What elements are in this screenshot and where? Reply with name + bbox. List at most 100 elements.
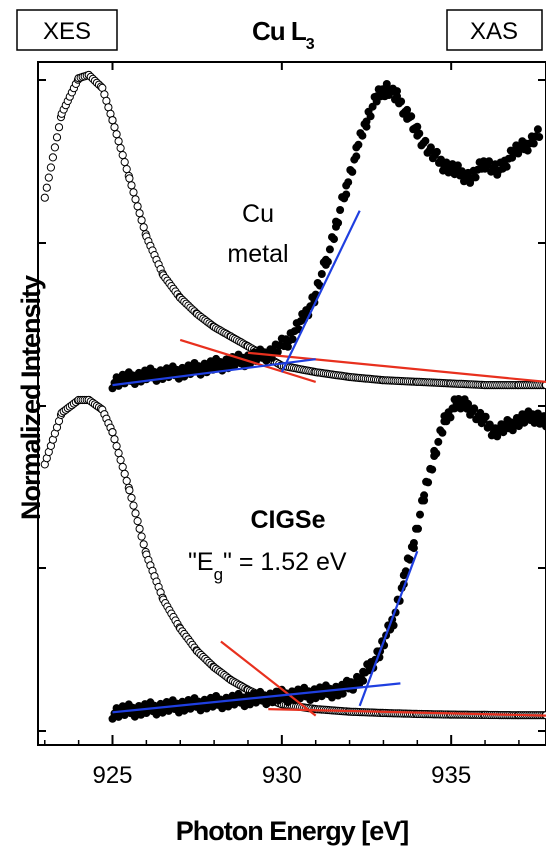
xes-point [133,517,142,526]
xes-point [137,216,146,225]
xas-point [401,567,410,576]
x-axis-label: Photon Energy [eV] [176,816,409,846]
xes-point [110,123,119,132]
xes-point [44,173,53,182]
xas-point [403,105,412,114]
xas-point [325,245,334,254]
xas-point [421,136,430,145]
panel-1 [40,70,546,393]
xes-point [114,137,123,146]
annotation-cigse: CIGSe [250,506,325,534]
xas-point [434,437,443,446]
xes-point [118,462,127,472]
xas-point [414,524,422,533]
annotation-eg-subscript: g [214,565,223,584]
xas-point [407,112,416,121]
xes-point [122,476,131,485]
annotation-eg: "Eg" = 1.52 eV [188,548,347,584]
xes-label: XES [43,18,91,45]
xas-point [428,465,437,474]
blue-fit-line [280,210,361,373]
xas-point [415,129,424,138]
xes-point [46,163,56,172]
xas-point [470,404,479,413]
xes-point [131,509,140,518]
xes-point [50,143,60,152]
xas-point [542,417,546,426]
x-tick-label: 935 [431,762,471,789]
annotation-eg-suffix: " = 1.52 eV [223,548,347,576]
xas-label: XAS [470,18,518,45]
xas-point [323,257,332,266]
xas-point [273,348,282,356]
x-tick-label: 930 [262,762,302,789]
xas-point [352,152,361,161]
xas-point [508,153,517,162]
xes-point [139,223,148,232]
xas-point [523,146,532,155]
xes-point [135,209,144,218]
xes-point [129,188,138,197]
xas-point [382,80,391,88]
xes-point [118,151,127,160]
xas-point [426,143,435,152]
xes-point [110,435,119,444]
blue-fit-line [358,550,419,707]
xas-point [413,122,422,131]
xas-point [446,413,455,422]
xas-point [344,178,353,187]
xas-point [416,510,424,519]
xas-point [535,133,544,141]
xas-point [453,161,462,170]
xas-point [336,206,345,214]
xes-point [133,202,142,211]
plot-frame [37,61,546,746]
red-fit-line [220,640,317,717]
chart-title-main: Cu L [252,16,307,46]
xes-point [541,381,546,390]
xes-point [137,532,146,541]
xas-point [330,235,338,244]
xas-point [533,409,542,418]
xes-point [135,524,144,533]
xes-point [116,455,125,465]
chart-title: Cu L3 [252,16,315,53]
y-axis-label: Normalized Intensity [16,275,46,520]
xas-point [393,87,401,96]
xas-point [348,167,357,176]
blue-fit-line [112,358,316,387]
xes-point [108,116,117,125]
red-fit-line [179,338,317,383]
xes-point [54,123,64,132]
xes-point [120,158,129,167]
xas-point [397,97,406,106]
xas-point [502,162,511,171]
xas-point [358,131,367,140]
y-ticks [38,79,546,732]
xes-point [125,486,134,495]
xas-point [405,555,414,564]
xes-point [114,449,123,458]
chart-title-subscript: 3 [306,36,315,53]
xes-point [52,133,62,142]
xas-point [424,478,433,487]
xas-point [409,539,418,547]
xes-point [42,183,51,192]
xes-point [116,144,125,153]
red-fit-line [247,351,546,383]
xes-point [139,540,148,549]
xes-point [125,174,134,183]
xes-point [127,493,136,502]
red-fit-line [268,708,546,717]
xas-point [458,167,466,176]
annotation-eg-prefix: "E [188,548,214,576]
xas-point [508,426,517,435]
xas-point [420,491,429,500]
xas-series [108,80,544,393]
xes-point [48,153,58,162]
xas-point [493,432,502,441]
xas-legend-box: XAS [446,9,543,51]
xas-point [464,399,473,408]
xas-point [471,173,480,182]
